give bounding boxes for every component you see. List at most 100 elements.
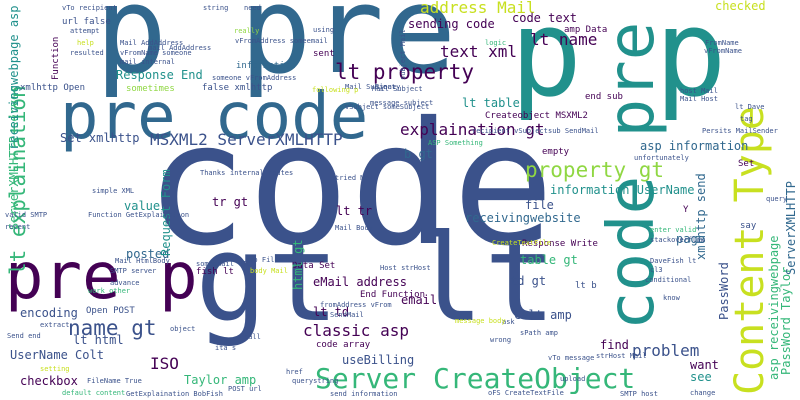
word-small-30: SendMail [330, 311, 364, 319]
word-asp-information: asp information [640, 139, 749, 153]
word-text-xml: text xml [440, 42, 518, 61]
word-small-4: resulted [70, 49, 104, 57]
word-td-gt: td gt [510, 274, 547, 288]
word-small-1: really [234, 27, 260, 35]
word-small-3: attempt [70, 27, 100, 35]
word-small-0: logic [485, 39, 507, 47]
word-checked: checked [715, 0, 766, 13]
word-small-59: valid SMTP [5, 211, 48, 219]
word-xmlhttp-send: xmlhttp send [694, 173, 708, 260]
word-empty: empty [542, 147, 570, 157]
word-url-false: url false [62, 17, 111, 27]
word-small-50: object [170, 325, 196, 333]
word-small-15: vSubject someSubject [345, 103, 430, 111]
word-gt-lt: gt lt [195, 210, 557, 349]
word-small-38: lt Dave [735, 103, 765, 111]
word-find: find [600, 338, 629, 352]
word-small-60: recent [5, 223, 31, 231]
word-small-32: DaveFish lt [650, 257, 697, 265]
word-usebilling: useBilling [342, 353, 415, 367]
word-small-12: Mail Host [680, 95, 718, 103]
word-small-39: unfortunately [634, 154, 689, 162]
word-small-25: cl3 [650, 266, 663, 274]
word-end-sub: end sub [585, 92, 623, 102]
word-small-17: tried Mail [335, 174, 378, 182]
word-string: string [203, 4, 229, 12]
word-small-48: itâ s [215, 344, 237, 352]
word-binary: Binary [375, 83, 401, 91]
word-y: Y [683, 205, 689, 215]
word-classic-asp: classic asp [303, 321, 409, 340]
word-small-18: Mail Body [335, 224, 373, 232]
word-small-42: CreateTextFile [492, 239, 552, 247]
word-problem: problem [632, 341, 700, 360]
word-password: PassWord [717, 262, 731, 320]
word-createobject-msxml2: Createobject MSXML2 [485, 111, 588, 121]
word-username-colt: UserName Colt [10, 348, 104, 362]
word-subject-mail: subject Mail [399, 29, 407, 80]
word-server-createobject: Server CreateObject [315, 362, 636, 395]
word-fish-lt: fish lt [196, 267, 234, 277]
word-email: email [401, 293, 438, 307]
word-small-54: default content [62, 389, 126, 397]
word-small-53: setting [40, 365, 70, 373]
word-small-11: sub SendMail [548, 127, 599, 135]
word-value: value [124, 199, 161, 213]
word-small-71: vTo message [548, 354, 595, 362]
word-response-write: Response Write [522, 239, 598, 249]
word-small-57: send information [330, 390, 398, 398]
word-password-taylor: PassWord Taylor [779, 266, 793, 375]
word-posted: posted [126, 247, 170, 261]
word-small-2: help [77, 39, 94, 47]
word-small-34: query [766, 195, 788, 203]
word-small-63: advance [110, 279, 140, 287]
word-small-62: Thanks [200, 169, 226, 177]
word-small-61: simple XML [92, 187, 135, 195]
word-small-14: recipient vSubject [472, 127, 548, 135]
word-lt-tr: lt tr [336, 204, 373, 218]
word-small-8: someone vFromAddress [212, 74, 297, 82]
word-small-13: ASP Something [428, 139, 483, 147]
word-receivingwebpage-asp: receivingwebpage asp [7, 5, 21, 151]
word-lt-name: lt name [530, 30, 598, 49]
word-name-gt: name gt [68, 316, 157, 340]
word-small-27: know [663, 294, 680, 302]
word-table-gt: table gt [520, 253, 578, 267]
word-explaination-gt: explaination gt [400, 120, 545, 139]
word-small-46: querystring [292, 377, 339, 385]
word-amp-data: amp Data [564, 25, 608, 35]
word-using: using [313, 26, 335, 34]
word-small-55: FileName True [87, 377, 142, 385]
word-small-72: Function GetExplaination [88, 211, 190, 219]
word-say: say [740, 221, 757, 231]
word-vto-recipient: vTo recipient [62, 4, 117, 12]
word-lt-td: lt td [313, 305, 350, 319]
word-file: file [525, 198, 554, 212]
word-iso: ISO [150, 354, 179, 373]
word-taylor-amp: Taylor amp [184, 373, 257, 387]
word-small-24: Host strHost [380, 264, 431, 272]
word-content-text: code text [512, 11, 578, 25]
word-small-64: work other [88, 287, 131, 295]
word-small-20: body Mail [250, 267, 288, 275]
word-small-31: sPath amp [520, 329, 558, 337]
word-small-65: Mail HtmlBody [115, 257, 170, 265]
word-small-29: wrong [490, 336, 512, 344]
word-small-44: change [690, 389, 716, 397]
word-sending-code: sending code [408, 17, 495, 31]
word-page: page [676, 232, 705, 246]
word-small-52: Send end [7, 332, 41, 340]
word-checkbox: checkbox [20, 374, 78, 388]
word-small-73: stackoverflow [650, 236, 705, 244]
word-small-41: message body [455, 317, 506, 325]
word-set: Set [738, 159, 755, 169]
word-b-gt: b gt [404, 147, 433, 161]
word-p-pre: p pre [95, 0, 457, 101]
word-need: need [244, 4, 261, 12]
word-small-40: FromName [705, 39, 739, 47]
word-small-6: vFromName someone [120, 49, 192, 57]
word-false-xmlhttp: false xmlhttp [202, 83, 273, 93]
word-msxml2: MSXML2 ServerXMLHTTP [150, 130, 343, 149]
word-want: want [690, 358, 719, 372]
